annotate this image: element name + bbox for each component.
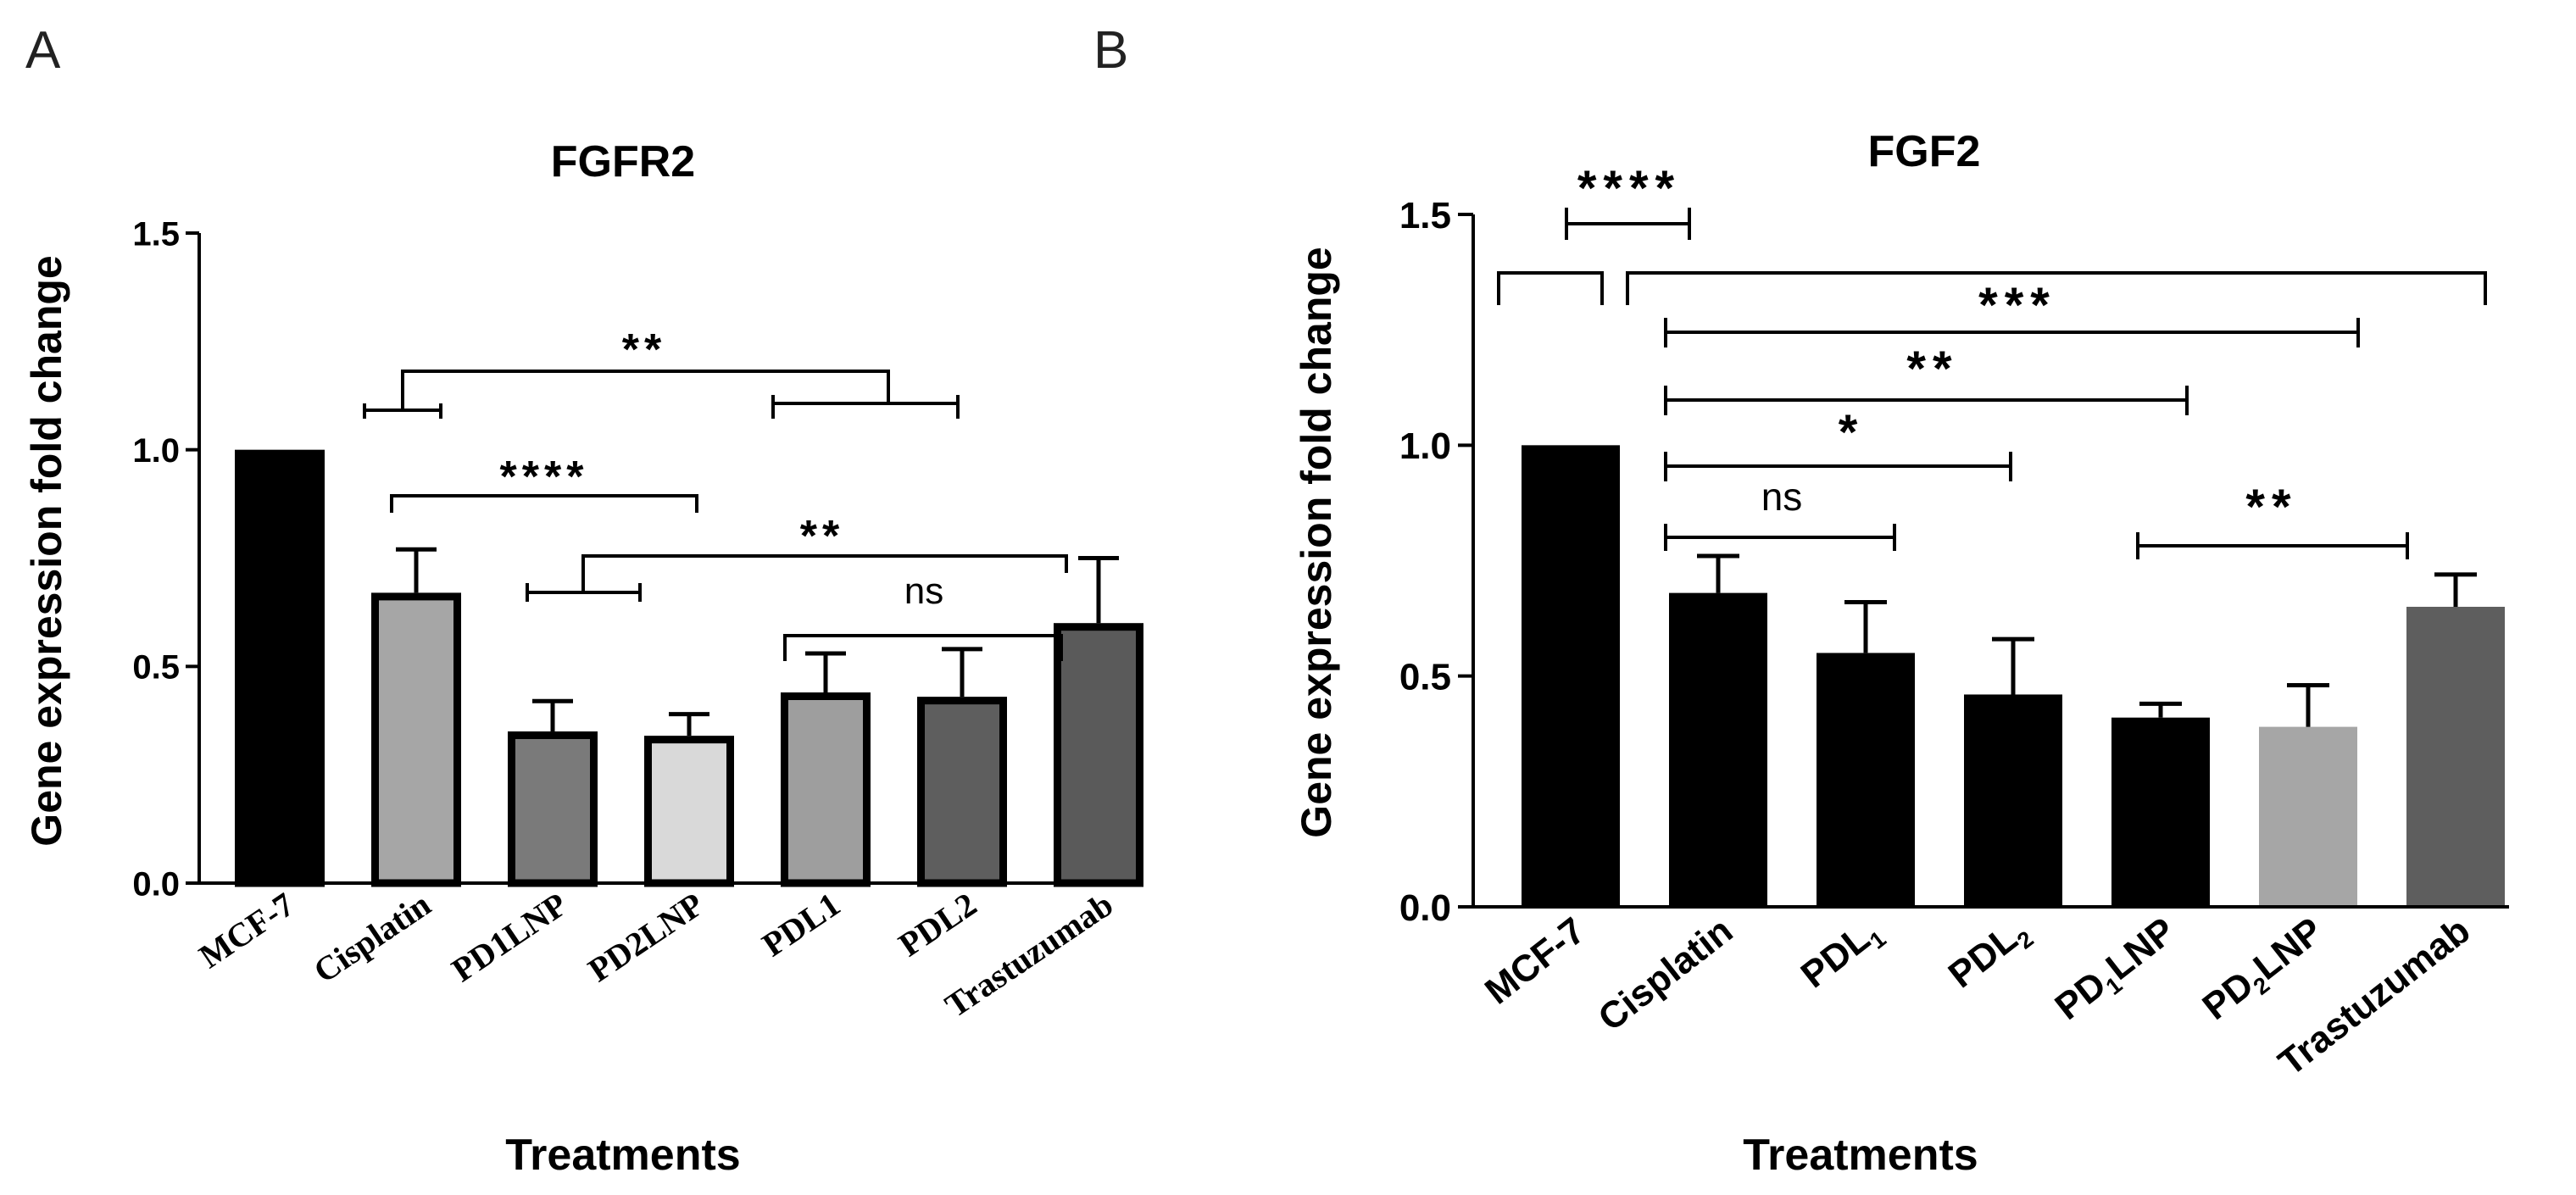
x-tick-label: Cisplatin: [307, 885, 437, 990]
panel-a-significance: [363, 370, 1068, 661]
bar: [644, 736, 734, 887]
panel-a-label: A: [25, 21, 61, 80]
x-tick-label: PD2LNP: [581, 885, 710, 989]
sig-label: **: [800, 512, 844, 561]
x-tick-label: MCF-7: [192, 885, 301, 975]
bar: [2259, 726, 2357, 907]
y-tick-label: 1.5: [132, 215, 180, 253]
sig-label: ****: [500, 453, 589, 502]
x-tick-label: Cisplatin: [1591, 909, 1741, 1039]
error-bar: [532, 698, 573, 732]
sig-label: ****: [1577, 161, 1681, 216]
panel-a-bars: [235, 449, 1143, 887]
panel-b-bars: [1522, 445, 2505, 907]
error-bar: [2287, 683, 2329, 727]
panel-b-significance: [1497, 208, 2487, 559]
error-bar: [396, 547, 437, 593]
error-bar: [1844, 600, 1887, 653]
y-tick-label: 1.5: [1399, 195, 1451, 236]
panel-b-error-bars: [1697, 553, 2477, 727]
y-tick-label: 0.0: [132, 865, 180, 903]
error-bar: [1697, 553, 1739, 593]
panel-a-x-axis-label: Treatments: [505, 1131, 740, 1180]
x-tick-label: MCF-7: [1477, 909, 1593, 1012]
sig-label: ns: [1761, 475, 1803, 519]
panel-b-y-axis-label: Gene expression fold change: [1293, 247, 1340, 837]
bar: [371, 592, 461, 887]
panel-b-label: B: [1093, 21, 1128, 80]
y-tick-label: 1.0: [1399, 425, 1451, 467]
error-bar: [669, 712, 709, 736]
panel-a-error-bars: [396, 547, 1119, 736]
panel-b-significance-labels: **** *** ** * ns **: [1577, 161, 2297, 535]
bar: [235, 449, 325, 887]
error-bar: [805, 651, 846, 693]
panel-b-y-ticks: 0.0 0.5 1.0 1.5: [1399, 195, 1473, 929]
y-tick-label: 1.0: [132, 432, 180, 470]
x-tick-label: PD1LNP: [445, 885, 574, 989]
sig-label: *: [1839, 405, 1858, 460]
panel-b-x-axis-label: Treatments: [1743, 1131, 1978, 1180]
error-bar: [2434, 572, 2477, 607]
bar: [508, 731, 598, 887]
panel-a-x-tick-labels: MCF-7 Cisplatin PD1LNP PD2LNP PDL1 PDL2Trastu…: [192, 885, 1120, 1025]
bar: [917, 697, 1007, 887]
bar: [1522, 445, 1620, 907]
sig-label: ***: [1978, 278, 2056, 333]
bar: [2111, 717, 2210, 907]
panel-b-chart: B FGF2 Gene expression fold change Treat…: [1093, 21, 2509, 1180]
panel-a-y-ticks: 0.0 0.5 1.0 1.5: [132, 215, 199, 903]
bar: [2406, 606, 2505, 907]
x-tick-label: PD1LNP: [2048, 909, 2186, 1031]
error-bar: [1992, 636, 2034, 695]
y-tick-label: 0.5: [1399, 657, 1451, 698]
panel-b-axes: [1472, 214, 2509, 909]
x-tick-label: PDL2: [892, 885, 983, 964]
panel-a-title: FGFR2: [551, 137, 695, 186]
sig-label: **: [1906, 342, 1958, 397]
bar: [1964, 694, 2062, 907]
bar: [1817, 653, 1915, 907]
x-tick-label: PD2LNP: [2195, 909, 2334, 1031]
panel-a-y-axis-label: Gene expression fold change: [23, 255, 70, 846]
y-tick-label: 0.5: [132, 649, 180, 686]
bar: [781, 692, 871, 887]
panel-b-title: FGF2: [1868, 127, 1981, 176]
x-tick-label: PDL1: [755, 885, 847, 964]
error-bar: [2139, 701, 2182, 718]
panel-a-chart: A FGFR2 Gene expression fold change Trea…: [23, 21, 1143, 1180]
sig-label: **: [622, 325, 666, 375]
panel-a-axes: [198, 233, 1100, 885]
x-tick-label: PDL2: [1941, 909, 2039, 1000]
sig-label: ns: [904, 570, 943, 612]
bar: [1054, 623, 1143, 887]
error-bar: [942, 647, 982, 698]
y-tick-label: 0.0: [1399, 887, 1451, 929]
bar: [1669, 592, 1767, 907]
x-tick-label: PDL1: [1794, 909, 1891, 1000]
sig-label: **: [2245, 480, 2297, 535]
panel-a-significance-labels: ** **** ** ns: [500, 325, 944, 612]
error-bar: [1078, 556, 1119, 624]
